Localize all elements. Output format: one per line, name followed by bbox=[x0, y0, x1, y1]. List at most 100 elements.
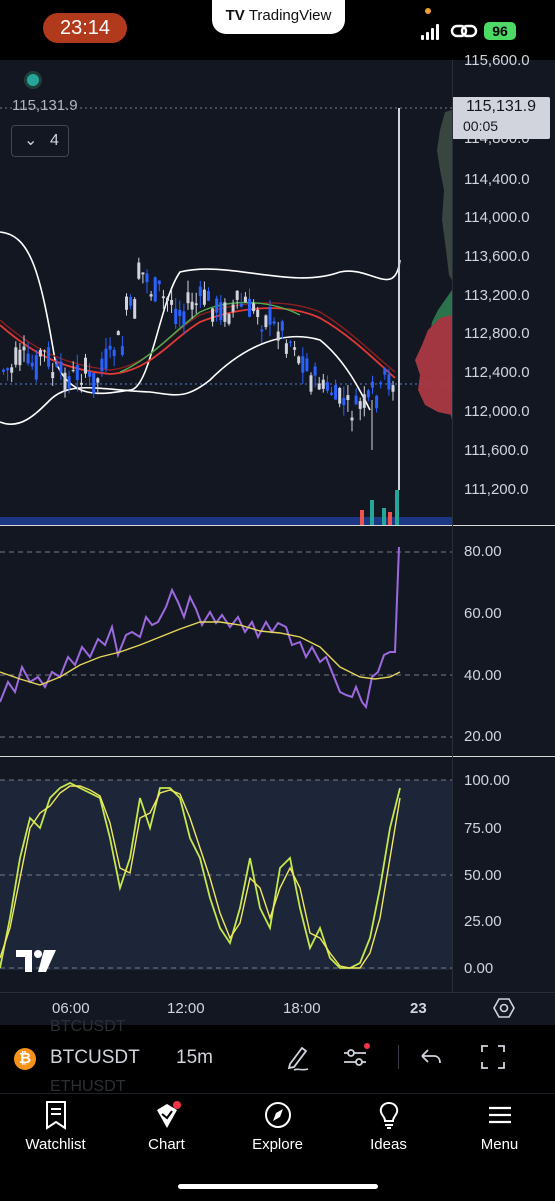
price-pane[interactable] bbox=[0, 60, 452, 525]
candle-body bbox=[371, 381, 374, 388]
candle-body bbox=[170, 299, 174, 305]
price-tick: 113,200.0 bbox=[464, 287, 530, 304]
interval-selector[interactable]: 15m bbox=[176, 1047, 213, 1068]
rsi-tick: 60.00 bbox=[464, 605, 502, 622]
drawing-pen-icon[interactable] bbox=[282, 1042, 312, 1072]
candle-body bbox=[284, 343, 288, 354]
price-tick: 111,600.0 bbox=[464, 442, 529, 459]
bitcoin-icon[interactable]: ₿ bbox=[14, 1048, 36, 1070]
candle-body bbox=[30, 362, 34, 367]
status-time: 23:14 bbox=[43, 13, 127, 43]
bottom-tab-bar bbox=[0, 1093, 555, 1201]
candle-body bbox=[161, 296, 165, 299]
stoch-tick: 75.00 bbox=[464, 820, 502, 837]
candle-body bbox=[141, 272, 145, 275]
candle-body bbox=[84, 357, 87, 374]
candle-body bbox=[34, 355, 38, 380]
candle-body bbox=[338, 387, 342, 404]
candle-body bbox=[280, 321, 284, 331]
undo-icon[interactable] bbox=[416, 1042, 446, 1072]
time-tick: 12:00 bbox=[167, 1000, 205, 1017]
candle-body bbox=[63, 372, 67, 392]
stoch-rsi-pane[interactable] bbox=[0, 758, 452, 992]
rsi-pane[interactable] bbox=[0, 527, 452, 756]
indicator-count: 4 bbox=[50, 132, 59, 149]
candle-body bbox=[354, 395, 358, 405]
candle-body bbox=[145, 273, 149, 283]
fullscreen-icon[interactable] bbox=[478, 1042, 508, 1072]
time-tick: 18:00 bbox=[283, 1000, 321, 1017]
compass-icon bbox=[264, 1102, 291, 1128]
tab-chart[interactable]: Chart bbox=[111, 1100, 222, 1160]
candlesticks bbox=[2, 257, 395, 432]
price-tick: 115,600.0 bbox=[464, 52, 530, 69]
chart-icon bbox=[156, 1101, 181, 1128]
candle-body bbox=[276, 331, 280, 341]
tab-explore[interactable]: Explore bbox=[222, 1100, 333, 1160]
time-axis[interactable]: 06:00 12:00 18:00 23 bbox=[0, 992, 555, 1025]
candle-body bbox=[6, 368, 10, 371]
candle-body bbox=[383, 368, 387, 375]
candle-body bbox=[2, 369, 5, 372]
candle-body bbox=[137, 262, 141, 279]
volume-profile bbox=[415, 110, 452, 420]
candle-body bbox=[366, 390, 370, 398]
candle-body bbox=[215, 298, 219, 313]
indicators-toggle-button[interactable]: ⌄ 4 bbox=[11, 125, 69, 157]
chart-toolbar bbox=[0, 1025, 555, 1093]
candle-body bbox=[92, 373, 96, 394]
chart-settings-icon[interactable] bbox=[493, 997, 515, 1019]
axis-divider bbox=[452, 60, 453, 992]
stoch-axis[interactable]: 100.00 75.00 50.00 25.00 0.00 bbox=[452, 758, 555, 992]
candle-body bbox=[108, 345, 112, 350]
candle-body bbox=[334, 385, 338, 400]
candle-body bbox=[350, 417, 354, 421]
candle-body bbox=[149, 294, 153, 297]
price-axis[interactable]: 115,600.0 114,800.0 114,400.0 114,000.0 … bbox=[452, 52, 555, 525]
brand-banner: TV TradingView bbox=[212, 0, 345, 34]
candle-body bbox=[248, 298, 251, 317]
hotspot-link-icon bbox=[450, 20, 478, 42]
symbol-selector[interactable]: BTCUSDT bbox=[50, 1047, 140, 1068]
candle-body bbox=[301, 356, 305, 373]
candle-body bbox=[325, 382, 329, 391]
candle-body bbox=[26, 353, 30, 364]
candle-body bbox=[268, 307, 272, 325]
candle-body bbox=[43, 350, 46, 352]
candle-body bbox=[153, 277, 157, 302]
signal-icon bbox=[421, 24, 441, 40]
rsi-axis[interactable]: 80.00 60.00 40.00 20.00 bbox=[452, 527, 555, 756]
candle-body bbox=[71, 370, 75, 372]
tab-watchlist[interactable]: Watchlist bbox=[0, 1100, 111, 1160]
candle-body bbox=[120, 346, 124, 355]
candle-body bbox=[391, 385, 395, 392]
indicators-sliders-icon[interactable] bbox=[340, 1042, 370, 1072]
candle-body bbox=[182, 311, 186, 325]
candle-body bbox=[207, 291, 210, 301]
time-tick-day: 23 bbox=[410, 1000, 427, 1017]
candle-body bbox=[272, 321, 276, 324]
candle-body bbox=[313, 366, 317, 376]
stoch-tick: 0.00 bbox=[464, 960, 494, 977]
candle-body bbox=[297, 356, 301, 364]
candle-body bbox=[112, 349, 116, 357]
privacy-indicator-dot bbox=[425, 8, 431, 14]
current-price-value: 115,131.9 bbox=[466, 98, 536, 115]
candle-body bbox=[309, 375, 313, 392]
candle-body bbox=[211, 308, 215, 322]
candle-body bbox=[219, 302, 223, 321]
tab-label: Explore bbox=[252, 1136, 303, 1153]
tab-menu[interactable]: Menu bbox=[444, 1100, 555, 1160]
candle-body bbox=[289, 341, 292, 343]
candle-body bbox=[194, 303, 198, 306]
tab-ideas[interactable]: Ideas bbox=[333, 1100, 444, 1160]
candle-body bbox=[67, 376, 71, 389]
symbol-ghost-top: BTCUSDT bbox=[50, 1018, 126, 1035]
candle-body bbox=[88, 371, 92, 377]
candle-body bbox=[79, 382, 83, 385]
price-tick: 112,800.0 bbox=[464, 325, 530, 342]
chart-area[interactable]: 115,131.9 ⌄ 4 115,600.0 114,800.0 114,40… bbox=[0, 52, 555, 992]
candle-body bbox=[317, 383, 321, 390]
tradingview-watermark-icon bbox=[14, 948, 58, 974]
candle-body bbox=[96, 378, 100, 383]
